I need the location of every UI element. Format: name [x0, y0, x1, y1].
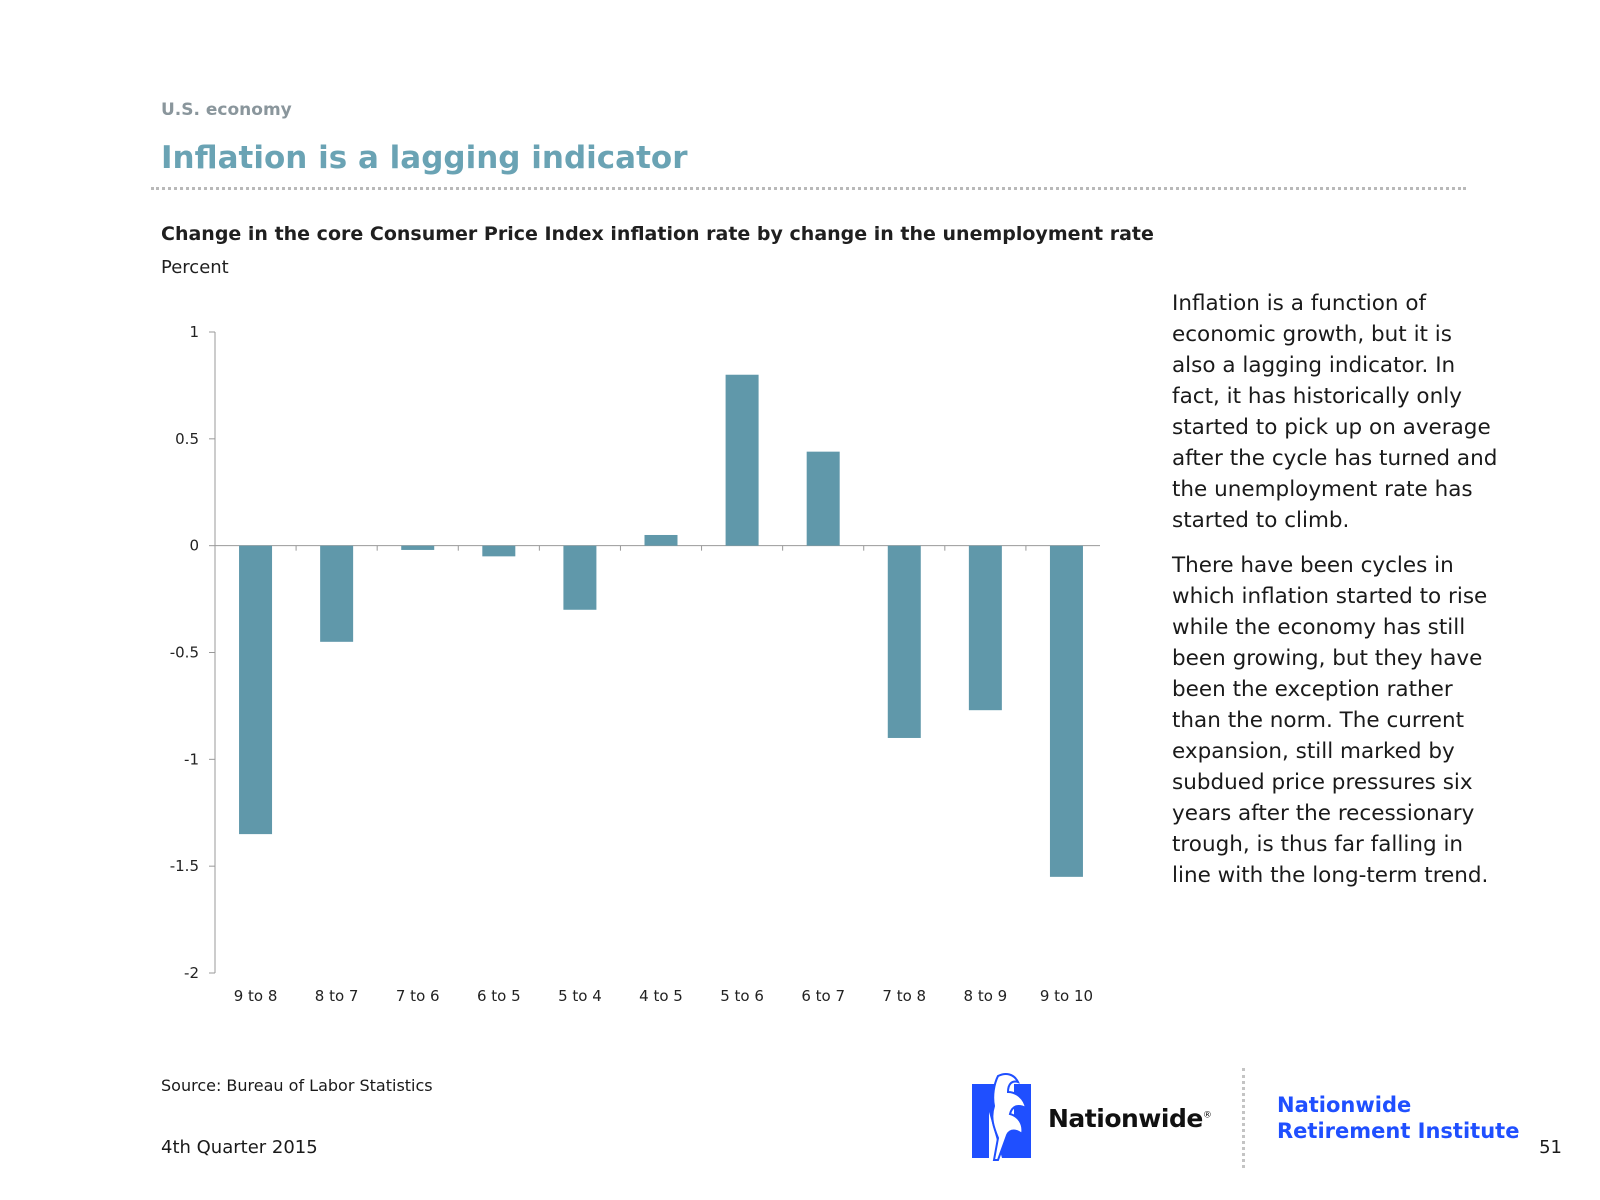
bar: [320, 545, 354, 642]
bar: [239, 545, 273, 835]
bar: [968, 545, 1002, 711]
commentary-paragraph-1: Inflation is a function of economic grow…: [1172, 291, 1498, 533]
institute-line-2: Retirement Institute: [1277, 1119, 1520, 1143]
x-tick-label: 8 to 7: [315, 987, 359, 1005]
bar: [725, 374, 759, 546]
x-tick-label: 7 to 6: [396, 987, 440, 1005]
page-number: 51: [1539, 1137, 1562, 1158]
bar: [806, 451, 840, 546]
bar: [482, 545, 516, 557]
bar-chart: 1 0.5 0 -0.5 -1 -1.5 -2 9 to 8 8 to 7 7 to 6 6 to …: [170, 323, 1100, 1005]
x-tick-label: 7 to 8: [882, 987, 926, 1005]
x-tick-label: 6 to 5: [477, 987, 521, 1005]
page-title: Inflation is a lagging indicator: [161, 140, 688, 176]
chart-title: Change in the core Consumer Price Index …: [161, 223, 1154, 245]
y-tick-label: 0.5: [175, 430, 199, 448]
title-divider: [151, 187, 1466, 190]
x-tick-label: 9 to 8: [234, 987, 278, 1005]
x-tick-label: 5 to 4: [558, 987, 602, 1005]
x-tick-label: 4 to 5: [639, 987, 683, 1005]
bar: [887, 545, 921, 738]
x-tick-label: 6 to 7: [801, 987, 845, 1005]
y-tick-label: -1.5: [170, 857, 199, 875]
source-note: Source: Bureau of Labor Statistics: [161, 1076, 433, 1095]
x-tick-label: 9 to 10: [1040, 987, 1093, 1005]
institute-name: Nationwide Retirement Institute: [1277, 1092, 1519, 1144]
institute-line-1: Nationwide: [1277, 1093, 1412, 1117]
bar: [1049, 545, 1083, 877]
bar: [644, 534, 678, 546]
chart-unit-label: Percent: [161, 257, 229, 278]
report-quarter: 4th Quarter 2015: [161, 1137, 318, 1158]
commentary-paragraph-2: There have been cycles in which inflatio…: [1172, 553, 1489, 888]
bar: [401, 545, 435, 550]
y-tick-label: -2: [184, 964, 199, 982]
y-tick-label: 0: [189, 537, 199, 555]
x-tick-label: 5 to 6: [720, 987, 764, 1005]
footer-divider: [1242, 1068, 1245, 1168]
y-tick-label: 1: [189, 323, 199, 341]
nationwide-logo: Nationwide®: [968, 1068, 1258, 1168]
eagle-n-icon: [972, 1073, 1031, 1161]
section-label: U.S. economy: [161, 100, 292, 120]
y-tick-label: -1: [184, 750, 199, 768]
y-tick-label: -0.5: [170, 644, 199, 662]
commentary: Inflation is a function of economic grow…: [1172, 288, 1502, 905]
nationwide-wordmark: Nationwide®: [1048, 1104, 1212, 1133]
x-tick-label: 8 to 9: [964, 987, 1008, 1005]
bar: [563, 545, 597, 610]
